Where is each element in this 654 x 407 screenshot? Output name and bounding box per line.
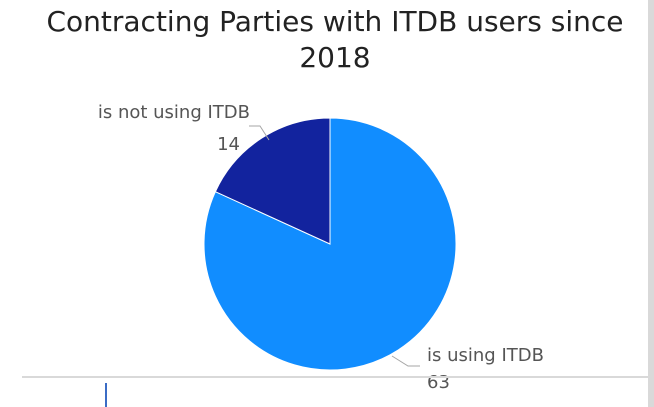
leader-line-2: [249, 125, 270, 141]
pie-slice-1[interactable]: [203, 117, 457, 371]
slice-category-label-1: is using ITDB: [427, 345, 544, 366]
panel-right-border: [648, 0, 654, 407]
leader-line-1: [391, 355, 420, 367]
panel-bottom-rule: [22, 376, 648, 378]
pie-slice-2[interactable]: [214, 117, 331, 245]
cursor-tick: [105, 383, 107, 407]
chart-title: Contracting Parties with ITDB users sinc…: [46, 5, 624, 74]
slice-value-label-2: 14: [217, 134, 240, 155]
chart-visual[interactable]: Contracting Parties with ITDB users sinc…: [22, 0, 648, 407]
slice-category-label-2: is not using ITDB: [98, 102, 250, 123]
left-margin-strip: [0, 0, 22, 407]
